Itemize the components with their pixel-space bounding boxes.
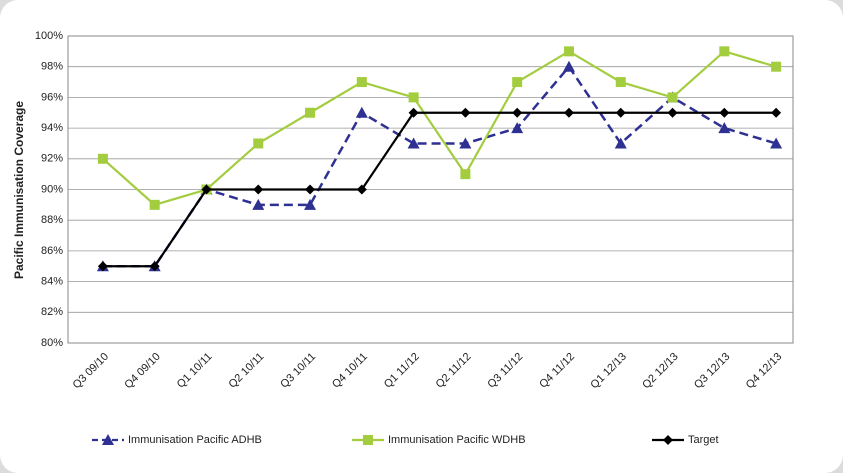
marker	[305, 107, 316, 118]
marker	[253, 184, 264, 195]
marker	[719, 46, 730, 57]
marker	[771, 107, 782, 118]
marker	[563, 46, 574, 57]
marker	[97, 153, 108, 164]
marker	[355, 106, 368, 118]
marker	[562, 60, 575, 72]
legend-label: Target	[688, 434, 719, 446]
y-tick-label: 100%	[35, 30, 63, 42]
y-tick-label: 80%	[41, 337, 63, 349]
marker	[305, 184, 316, 195]
y-tick-label: 82%	[41, 306, 63, 318]
marker	[460, 107, 471, 118]
marker	[201, 184, 212, 195]
marker	[563, 107, 574, 118]
marker	[356, 77, 367, 88]
marker	[615, 77, 626, 88]
y-tick-label: 90%	[41, 183, 63, 195]
plot-border	[67, 35, 794, 344]
marker	[460, 169, 471, 180]
y-axis-label: Pacific Immunisation Coverage	[12, 101, 26, 279]
marker	[512, 107, 523, 118]
marker	[253, 138, 264, 149]
y-tick-label: 84%	[41, 276, 63, 288]
marker	[718, 122, 731, 134]
marker	[408, 107, 419, 118]
marker	[667, 107, 678, 118]
marker	[719, 107, 730, 118]
y-tick-label: 92%	[41, 153, 63, 165]
series-line	[102, 111, 777, 268]
marker	[97, 261, 108, 272]
marker	[667, 92, 678, 103]
marker	[363, 435, 373, 445]
marker	[512, 77, 523, 88]
series-line	[102, 64, 777, 268]
marker	[149, 199, 160, 210]
marker	[407, 137, 420, 149]
legend-label: Immunisation Pacific WDHB	[388, 434, 526, 446]
marker	[252, 198, 265, 210]
y-tick-label: 88%	[41, 214, 63, 226]
marker	[663, 435, 673, 445]
marker	[149, 261, 160, 272]
series-line	[102, 50, 777, 207]
marker	[614, 137, 627, 149]
marker	[771, 61, 782, 72]
marker	[304, 198, 317, 210]
marker	[459, 137, 472, 149]
marker	[770, 137, 783, 149]
y-tick-label: 86%	[41, 245, 63, 257]
y-tick-label: 96%	[41, 91, 63, 103]
marker	[102, 434, 114, 445]
y-tick-label: 94%	[41, 122, 63, 134]
legend-label: Immunisation Pacific ADHB	[128, 434, 262, 446]
marker	[615, 107, 626, 118]
marker	[356, 184, 367, 195]
y-tick-label: 98%	[41, 61, 63, 73]
marker	[408, 92, 419, 103]
marker	[511, 122, 524, 134]
